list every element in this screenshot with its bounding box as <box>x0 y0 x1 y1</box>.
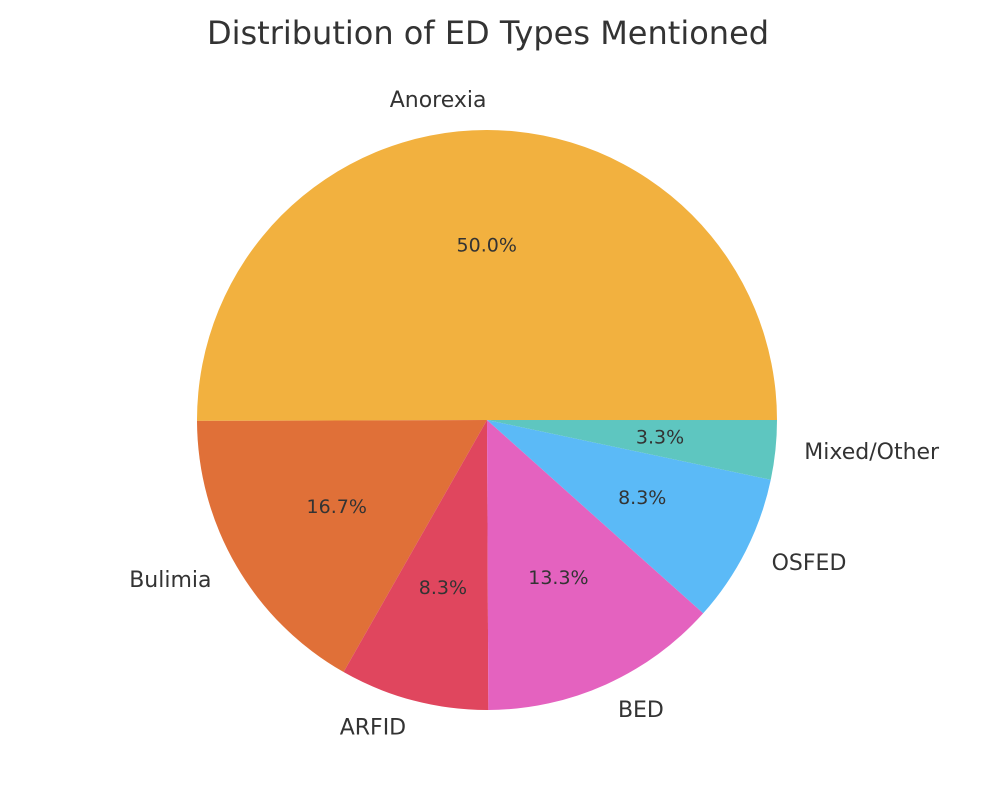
pie-slice <box>343 420 489 710</box>
pie-slice <box>196 129 777 421</box>
slice-label: OSFED <box>772 551 847 576</box>
slice-label: Mixed/Other <box>804 440 940 465</box>
chart-title: Distribution of ED Types Mentioned <box>207 14 769 52</box>
pie-slice <box>487 420 771 614</box>
value-label: 8.3% <box>419 577 467 599</box>
slice-label: BED <box>618 698 664 723</box>
value-label: 13.3% <box>528 567 588 589</box>
pie-slice <box>197 420 487 673</box>
value-label: 3.3% <box>636 427 684 449</box>
value-label: 50.0% <box>457 235 517 257</box>
slice-label: Anorexia <box>390 88 487 113</box>
pie-slice <box>487 420 704 710</box>
slice-label: Bulimia <box>129 568 211 593</box>
slice-label: ARFID <box>340 716 406 741</box>
pie-slice <box>487 420 777 480</box>
value-label: 8.3% <box>618 487 666 509</box>
value-label: 16.7% <box>307 496 367 518</box>
